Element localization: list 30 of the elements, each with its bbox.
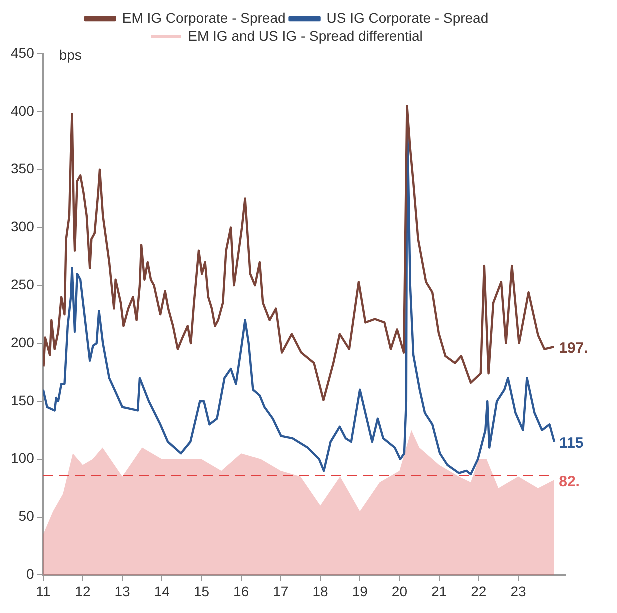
x-tick-label: 20: [392, 583, 408, 600]
legend-label: EM IG and US IG - Spread differential: [188, 28, 423, 44]
data-label: 197.: [559, 340, 588, 358]
y-tick-label: 100: [11, 450, 35, 466]
data-label: 115: [560, 435, 584, 452]
y-tick-label: 400: [11, 102, 35, 119]
y-tick-label: 0: [26, 566, 35, 582]
x-tick-label: 12: [75, 583, 91, 600]
y-tick-label: 150: [11, 392, 35, 408]
x-tick-label: 22: [471, 583, 487, 600]
y-axis-title: bps: [59, 46, 82, 63]
y-tick-label: 450: [11, 44, 35, 61]
x-tick-label: 18: [312, 583, 329, 600]
x-tick-label: 17: [273, 583, 289, 600]
y-tick-label: 350: [11, 160, 35, 177]
y-tick-label: 50: [18, 508, 35, 524]
x-tick-label: 19: [352, 583, 368, 600]
y-tick-label: 300: [11, 218, 35, 235]
y-tick-label: 200: [11, 334, 35, 350]
legend-label: US IG Corporate - Spread: [326, 10, 489, 26]
x-tick-label: 14: [154, 583, 170, 600]
x-tick-label: 23: [510, 583, 526, 600]
x-tick-label: 16: [234, 583, 250, 600]
x-tick-label: 21: [432, 583, 448, 600]
y-tick-label: 250: [11, 276, 35, 293]
x-tick-label: 11: [36, 583, 51, 600]
legend-label: EM IG Corporate - Spread: [122, 10, 286, 26]
x-tick-label: 13: [114, 583, 131, 600]
x-tick-label: 15: [194, 583, 210, 600]
data-label: 82.: [559, 473, 580, 490]
